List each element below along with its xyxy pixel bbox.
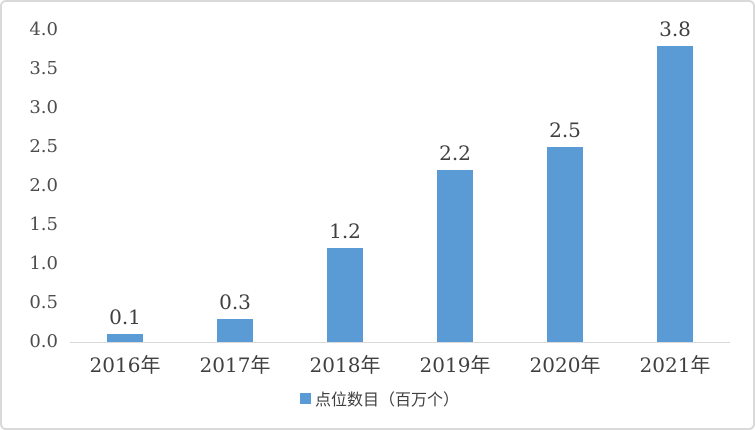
bar	[217, 318, 253, 342]
y-tick-label: 3.5	[29, 58, 58, 79]
bar-value-label: 0.1	[109, 305, 141, 330]
bar	[107, 334, 143, 342]
bar-value-label: 2.2	[439, 141, 471, 166]
plot-area	[70, 30, 730, 343]
y-tick-label: 0.0	[29, 331, 58, 352]
bar-value-label: 3.8	[659, 16, 691, 41]
y-tick-label: 1.5	[29, 214, 58, 235]
legend-marker-icon	[299, 392, 311, 404]
legend-label: 点位数目（百万个）	[314, 390, 459, 409]
y-tick-label: 2.5	[29, 136, 58, 157]
x-tick-label: 2021年	[639, 353, 711, 377]
y-tick-label: 0.5	[29, 292, 58, 313]
bar	[547, 147, 583, 342]
y-tick-label: 1.0	[29, 253, 58, 274]
bar-value-label: 1.2	[329, 219, 361, 244]
bar-value-label: 0.3	[219, 289, 251, 314]
legend: 点位数目（百万个）	[2, 386, 753, 410]
bar	[437, 170, 473, 342]
y-tick-label: 4.0	[29, 19, 58, 40]
bar	[657, 45, 693, 342]
bar-value-label: 2.5	[549, 118, 581, 142]
bar	[327, 248, 363, 342]
x-tick-label: 2020年	[529, 353, 601, 377]
x-tick-label: 2017年	[199, 353, 271, 377]
x-tick-label: 2016年	[89, 353, 161, 377]
y-tick-label: 2.0	[29, 175, 58, 196]
y-tick-label: 3.0	[29, 97, 58, 118]
x-tick-label: 2019年	[419, 353, 491, 377]
x-tick-label: 2018年	[309, 353, 381, 377]
